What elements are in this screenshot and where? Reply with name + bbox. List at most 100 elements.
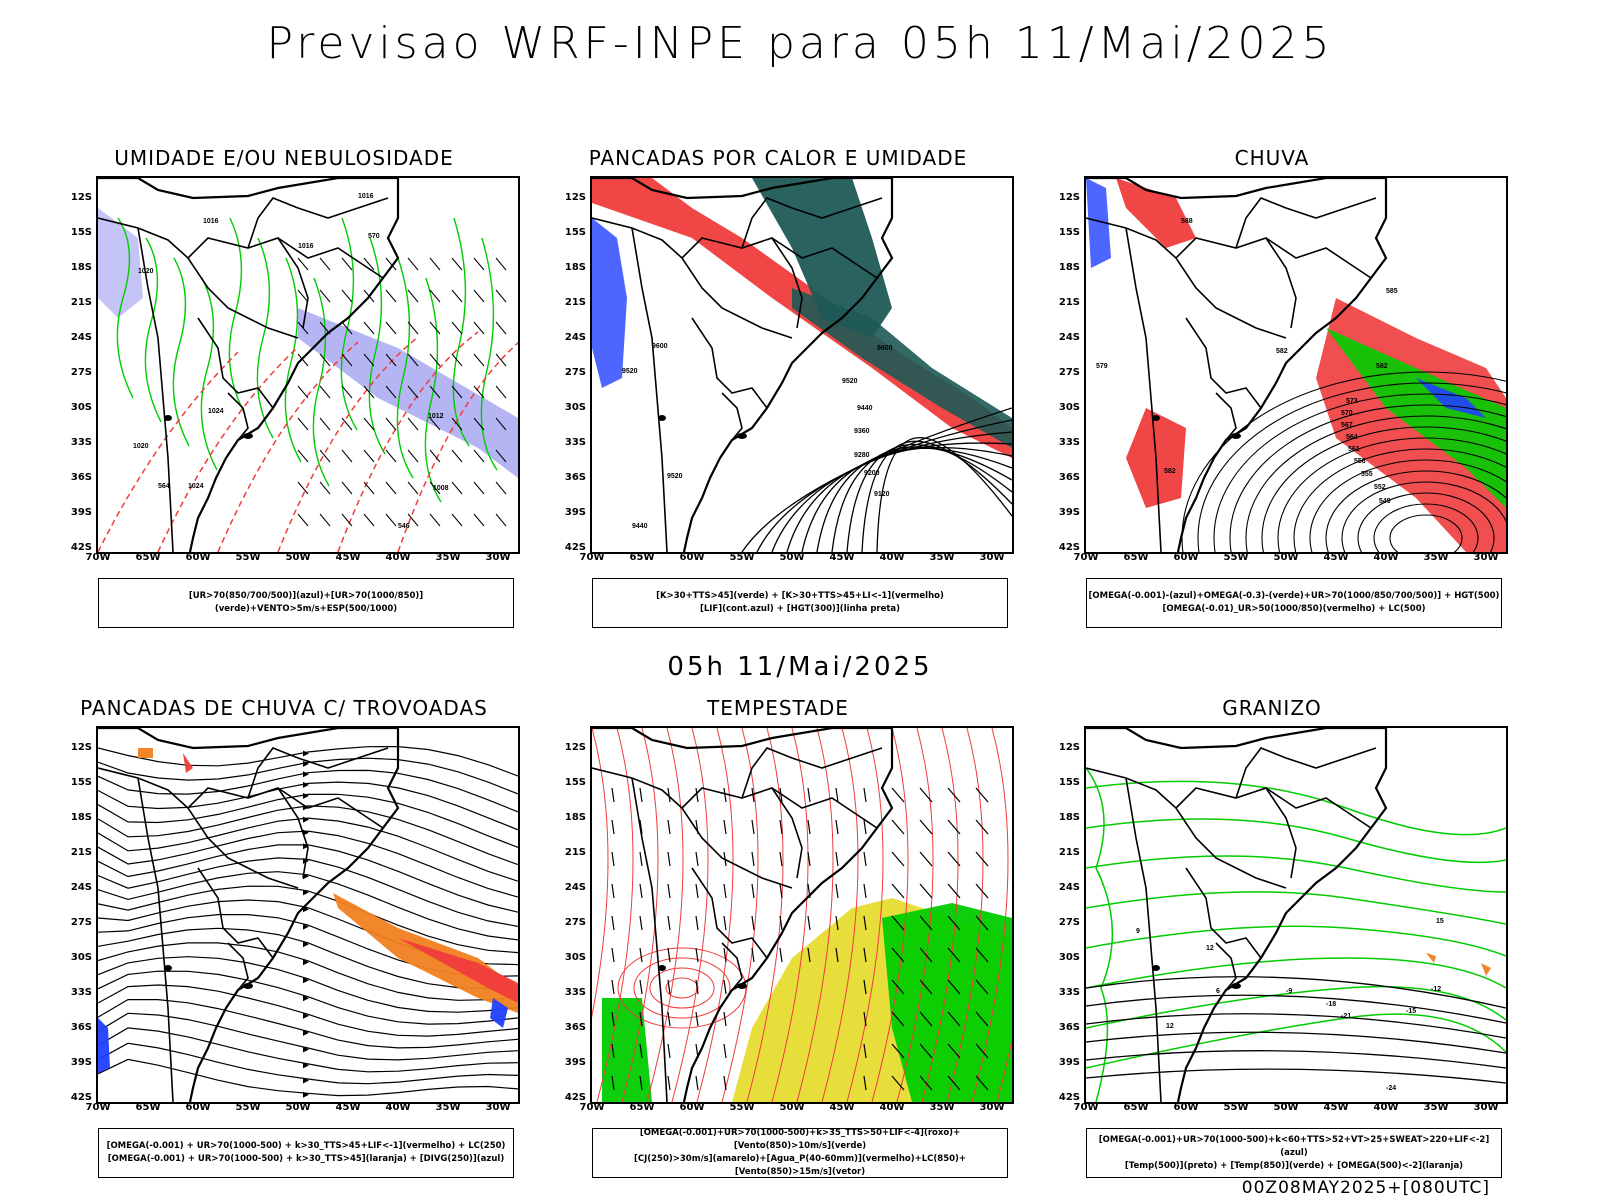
wind-vector [667,883,671,899]
wind-vector [975,915,989,931]
wind-vector [947,979,961,995]
wind-vector [667,1075,671,1091]
lon-tick-label: 45W [335,552,361,563]
arrow-head [303,1046,309,1053]
temp500-contour [1086,976,1506,1009]
hgt-contour [876,437,1012,552]
wind-vector [751,947,755,963]
lat-tick-label: 12S [1058,742,1080,753]
border-line [592,767,793,889]
lon-tick-label: 35W [1423,1102,1449,1113]
wind-vector [639,1011,643,1027]
thickness-line [397,341,518,552]
wind-vector [451,513,463,527]
contour-label: 582 [1276,348,1288,355]
contour-label: 9600 [652,343,668,350]
wind-vector [975,979,989,995]
shaded-area [1086,178,1111,268]
border-line [98,217,299,339]
border-line [721,942,743,991]
wind-vector [341,385,353,399]
border-line [137,777,174,1102]
wind-vector [407,417,419,431]
streamline [98,970,518,1025]
wind-vector [319,481,331,495]
arrow-head [303,750,309,757]
wind-vector [495,513,507,527]
lat-tick-label: 33S [70,987,92,998]
contour-label: 6 [1216,988,1220,995]
arrow-head [303,977,309,984]
wind-vector [639,851,643,867]
contour-line [633,957,731,1019]
lon-tick-label: 45W [829,1102,855,1113]
panel-title: TEMPESTADE [707,696,849,720]
lon-tick-label: 65W [1123,1102,1149,1113]
border-line [98,767,299,889]
wind-vector [891,819,905,835]
wind-vector [723,947,727,963]
lat-tick-label: 24S [1058,332,1080,343]
lat-tick-label: 24S [70,332,92,343]
lat-tick-label: 36S [564,472,586,483]
wind-vector [751,883,755,899]
border-line [187,787,309,879]
lat-tick-label: 24S [1058,882,1080,893]
lc850-contour [921,728,959,1102]
lat-tick-label: 30S [70,952,92,963]
border-line [1175,787,1297,879]
lat-tick-label: 30S [70,402,92,413]
shaded-area [752,178,892,338]
shaded-area [1326,328,1506,508]
wind-vector [947,1075,961,1091]
wind-vector [751,787,755,803]
contour-label: 1016 [358,193,374,200]
wind-vector [363,481,375,495]
wind-vector [297,513,309,527]
border-line [227,392,249,441]
wind-vector [779,947,783,963]
wind-vector [297,289,309,303]
lat-tick-label: 27S [564,367,586,378]
contour-label: 9520 [842,378,858,385]
lat-tick-label: 39S [1058,1057,1080,1068]
lat-tick-label: 39S [1058,507,1080,518]
shaded-area [490,998,508,1028]
streamline [98,745,518,777]
contour-label: 9520 [622,368,638,375]
lat-tick-label: 12S [564,192,586,203]
border-line [1185,317,1262,409]
wind-vector [779,915,783,931]
hgt-contour [831,446,1012,552]
coastline [592,178,894,552]
border-line [1235,197,1377,249]
lat-tick-label: 21S [70,297,92,308]
lon-tick-label: 65W [629,1102,655,1113]
wind-vector [779,819,783,835]
wind-vector [863,883,867,899]
lc850-contour [671,728,709,1102]
wind-vector [407,449,419,463]
wind-vector [473,417,485,431]
wind-vector [363,513,375,527]
hgt500-contour [1389,514,1463,552]
wind-vector [695,1043,699,1059]
lat-tick-label: 39S [70,507,92,518]
wind-vector [495,289,507,303]
contour-label: -24 [1386,1085,1396,1092]
lon-tick-label: 45W [1323,1102,1349,1113]
lat-tick-label: 33S [564,437,586,448]
contour-label: 582 [1164,468,1176,475]
panel-legend: [OMEGA(-0.001)+UR>70(1000-500)+k<60+TTS>… [1086,1128,1502,1178]
wind-vector [297,257,309,271]
lc850-contour [946,728,984,1102]
hgt500-contour [1341,481,1506,552]
wind-vector [611,851,615,867]
lon-tick-label: 30W [1473,552,1499,563]
lat-tick-label: 18S [564,812,586,823]
lon-tick-label: 55W [1223,1102,1249,1113]
lon-tick-label: 60W [679,1102,705,1113]
wind-vector [723,1043,727,1059]
wind-vector [667,979,671,995]
border-line [277,787,384,829]
